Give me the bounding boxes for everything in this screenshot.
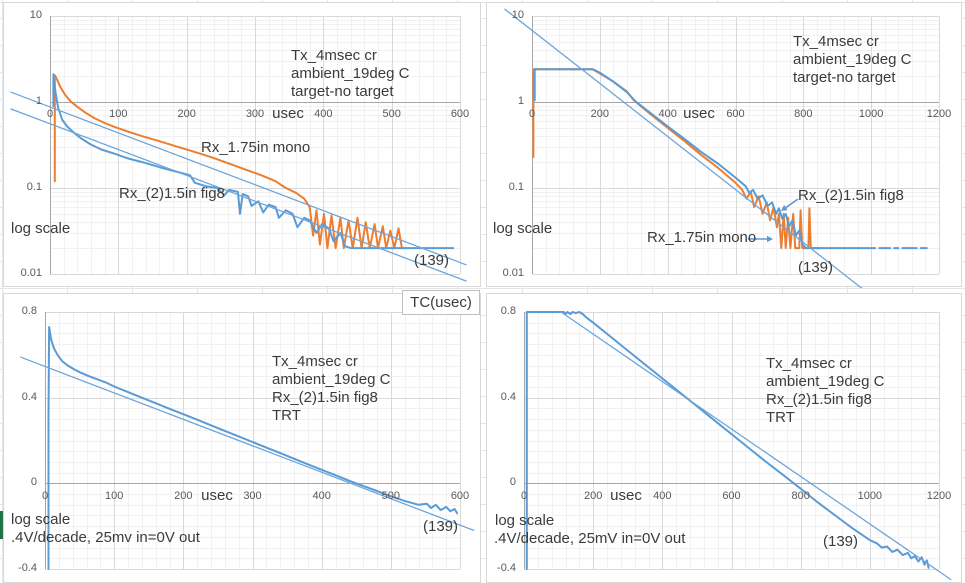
series-trendline-upper [10, 91, 467, 266]
x-tick-label: 200 [177, 108, 196, 120]
chart-bottom-right-trt[interactable]: 0 200 400 600 800 1000 1200 0.8 0.4 0 -0.4 usec Tx_4… [486, 293, 962, 583]
y-tick-label: 1 [35, 95, 42, 107]
arrow-to-fig8 [781, 198, 799, 211]
y-tick-label: 1 [517, 95, 524, 107]
x-tick-label: 0 [528, 108, 536, 120]
x-tick-label: 400 [658, 108, 677, 120]
x-tick-label: 400 [312, 490, 331, 502]
annotation-label-mono: Rx_1.75in mono [647, 229, 757, 246]
x-tick-label: 0 [46, 108, 54, 120]
axis-lines [45, 312, 460, 569]
series-Rx_(2)1.5in fig8 [52, 73, 455, 250]
x-tick-label: 600 [450, 108, 470, 120]
annotation-log-scale-note: log scale [11, 220, 71, 237]
chart-canvas-bottom-right-trt [524, 311, 952, 581]
x-tick-label: 600 [450, 490, 470, 502]
y-tick-label: 0.4 [500, 390, 516, 403]
series-trendline [20, 356, 475, 532]
x-tick-label: 800 [791, 490, 810, 502]
chart-canvas-bottom-left-trt [20, 312, 475, 570]
x-tick-label: 400 [314, 108, 333, 120]
x-axis-unit-label: usec [201, 487, 233, 504]
x-tick-label: 1000 [857, 490, 883, 502]
y-tick-label: 0.4 [21, 390, 37, 403]
y-tick-label: 0.01 [20, 267, 42, 279]
x-tick-label: 200 [583, 490, 603, 502]
x-tick-label: 600 [722, 490, 741, 502]
y-tick-label: 0.8 [21, 305, 37, 317]
chart-bottom-left-trt[interactable]: 0 100 200 300 400 500 600 0.8 0.4 0 -0.4 usec Tx_4ms… [3, 290, 481, 583]
y-tick-label: 0.01 [502, 267, 524, 279]
x-tick-label: 300 [243, 490, 262, 502]
chart-title: TC(usec) [402, 290, 480, 315]
x-tick-label: 100 [109, 108, 128, 120]
x-tick-label: 500 [381, 490, 400, 502]
x-tick-label: 800 [794, 108, 813, 120]
series-trendline [504, 8, 863, 288]
x-tick-label: 1200 [926, 108, 952, 120]
annotation-decade-note: .4V/decade, 25mV in=0V out [494, 530, 686, 547]
annotation-label-fig8: Rx_(2)1.5in fig8 [119, 185, 225, 202]
chart-canvas-top-left-log-comparison [10, 16, 467, 282]
annotation-label-fig8: Rx_(2)1.5in fig8 [798, 187, 904, 204]
x-axis-unit-label: usec [610, 487, 642, 504]
minor-gridlines [524, 312, 939, 569]
annotation-log-scale-note: log scale [493, 220, 553, 237]
chart-top-left-log-comparison[interactable]: 0 100 200 300 400 500 600 10 1 0.1 0.01 usec Tx_4mse… [3, 2, 481, 287]
major-gridlines [45, 312, 461, 570]
annotation-conditions-note: Tx_4msec cr ambient_19deg C Rx_(2)1.5in fi… [766, 355, 885, 426]
y-tick-label: 10 [511, 9, 524, 21]
x-tick-label: 0 [520, 490, 528, 502]
annotation-value-139: (139) [798, 259, 834, 276]
x-tick-label: 200 [174, 490, 193, 502]
x-tick-label: 600 [726, 108, 745, 120]
y-tick-label: 0 [509, 476, 516, 489]
annotation-value-139: (139) [423, 518, 459, 535]
chart-top-right-log-comparison[interactable]: 0 200 400 600 800 1000 1200 10 1 0.1 0.01 usec Tx_4m… [486, 2, 962, 288]
x-tick-label: 200 [590, 108, 609, 120]
x-tick-label: 1200 [926, 490, 952, 502]
axis-lines [524, 312, 939, 569]
x-tick-label: 300 [245, 108, 265, 120]
series-Rx_1.75in mono [53, 74, 407, 250]
annotation-log-scale-note: log scale [11, 511, 71, 528]
annotation-conditions-note: Tx_4msec cr ambient_19deg C Rx_(2)1.5in fi… [272, 353, 391, 424]
x-tick-label: 400 [653, 490, 672, 502]
series-Rx_(2)1.5in fig8 [533, 68, 877, 250]
annotation-log-scale-note: log scale [495, 512, 555, 529]
minor-gridlines [45, 312, 460, 569]
y-tick-label: 0 [30, 476, 37, 489]
arrow-to-mono [748, 235, 773, 243]
annotation-value-139: (139) [823, 533, 859, 550]
y-tick-label: 0.1 [508, 181, 524, 193]
annotation-decade-note: .4V/decade, 25mv in=0V out [11, 529, 200, 546]
y-tick-label: -0.4 [497, 562, 516, 574]
series-Rx_(2)1.5in fig8 TRT [47, 326, 459, 570]
x-tick-label: 1000 [858, 108, 884, 120]
chart-canvas-top-right-log-comparison [504, 8, 940, 288]
x-axis-unit-label: usec [683, 105, 715, 122]
selection-marker [0, 511, 3, 539]
x-tick-label: 100 [104, 490, 124, 502]
x-tick-label: 0 [41, 490, 49, 502]
series-Rx_(2)1.5in fig8 TRT [525, 311, 930, 570]
y-tick-label: 10 [29, 9, 42, 21]
x-axis-unit-label: usec [272, 105, 304, 122]
series-Rx_1.75in mono [532, 68, 822, 250]
series-trendline [560, 311, 952, 581]
series-trendline-lower [10, 108, 467, 282]
y-tick-label: 0.1 [26, 181, 42, 193]
axis-lines [50, 16, 460, 274]
y-tick-label: -0.4 [18, 562, 37, 574]
x-tick-label: 500 [382, 108, 401, 120]
y-tick-label: 0.8 [500, 305, 516, 317]
annotation-value-139: (139) [414, 252, 450, 269]
annotation-label-mono: Rx_1.75in mono [201, 139, 311, 156]
